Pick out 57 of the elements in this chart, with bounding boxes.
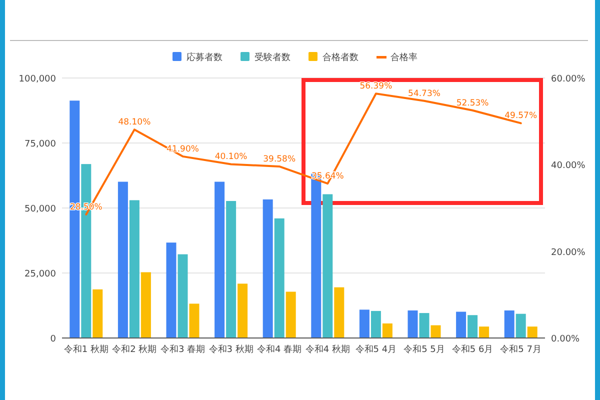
bar — [456, 312, 466, 338]
y2-tick-label: 40.00% — [551, 161, 586, 172]
bar — [408, 310, 418, 338]
bar — [140, 272, 151, 338]
legend-label: 受験者数 — [254, 52, 290, 63]
bar — [516, 314, 526, 338]
data-label: 49.57% — [504, 111, 538, 122]
bar — [226, 200, 236, 338]
bar — [359, 310, 370, 338]
y2-tick-label: 0.00% — [551, 334, 580, 344]
bar — [479, 326, 490, 338]
y-tick-label: 50,000 — [24, 204, 56, 214]
data-label: 52.53% — [456, 98, 489, 108]
x-tick-label: 令和5 6月 — [452, 344, 494, 355]
bar — [214, 182, 225, 338]
bar — [430, 325, 441, 338]
data-label: 48.10% — [118, 118, 151, 128]
data-label: 40.10% — [214, 152, 248, 162]
legend-label: 合格率 — [390, 52, 418, 63]
x-tick-label: 令和4 秋期 — [305, 344, 350, 355]
data-label: 54.73% — [408, 88, 440, 99]
bar — [92, 289, 103, 338]
bar — [370, 310, 381, 338]
y-tick-label: 0 — [50, 334, 56, 344]
legend-label: 応募者数 — [186, 52, 222, 63]
legend-label: 合格者数 — [322, 52, 358, 63]
bar — [129, 200, 140, 338]
bar — [322, 194, 333, 338]
y-tick-label: 100,000 — [18, 74, 56, 84]
data-label: 39.58% — [263, 154, 296, 164]
bar — [382, 323, 392, 338]
bar — [118, 182, 128, 338]
y-tick-label: 25,000 — [24, 270, 56, 280]
bar — [527, 326, 538, 338]
bar — [468, 315, 478, 338]
x-tick-label: 令和5 4月 — [355, 344, 397, 355]
bar — [262, 199, 273, 338]
bar — [189, 304, 200, 338]
x-tick-label: 令和2 秋期 — [112, 344, 157, 355]
bar — [166, 242, 176, 338]
bar — [419, 313, 430, 338]
x-tick-label: 令和3 秋期 — [208, 344, 254, 355]
bar — [334, 287, 344, 338]
bar — [238, 284, 248, 338]
x-tick-label: 令和1 秋期 — [64, 344, 108, 355]
bar — [504, 310, 514, 338]
bar — [286, 292, 296, 338]
y2-tick-label: 20.00% — [551, 248, 586, 258]
bar — [178, 254, 188, 338]
x-tick-label: 令和5 7月 — [500, 344, 542, 355]
x-tick-label: 令和3 春期 — [160, 344, 206, 355]
x-tick-label: 令和5 5月 — [404, 344, 445, 355]
x-tick-label: 令和4 春期 — [257, 344, 302, 355]
y2-tick-label: 60.00% — [551, 74, 586, 84]
y-tick-label: 75,000 — [24, 140, 56, 150]
bar — [274, 218, 284, 338]
data-label: 56.39% — [360, 82, 392, 92]
